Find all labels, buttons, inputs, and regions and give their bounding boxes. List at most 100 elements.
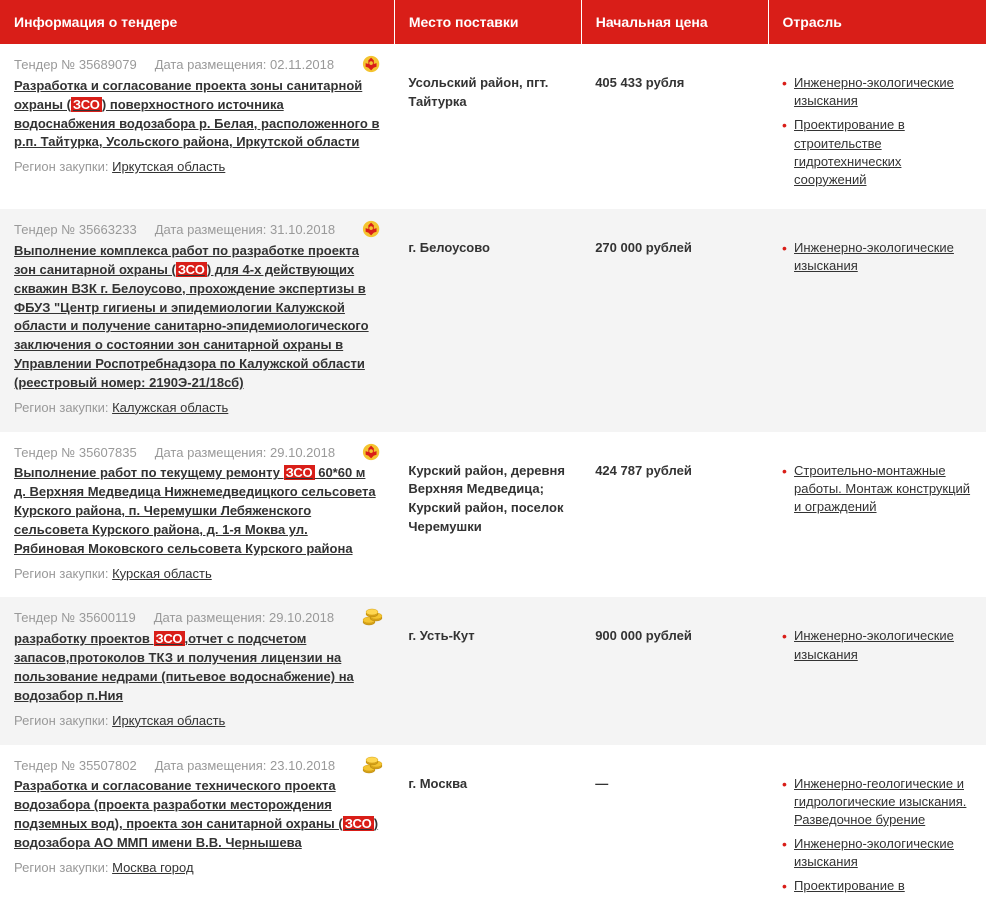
tender-date: Дата размещения: 02.11.2018 <box>155 57 334 72</box>
region-label: Регион закупки: <box>14 860 112 875</box>
start-price: 405 433 рубля <box>595 74 754 93</box>
delivery-place: Усольский район, пгт. Тайтурка <box>408 74 567 112</box>
emblem-icon <box>362 442 382 462</box>
cell-tender-info: Тендер № 35600119 Дата размещения: 29.10.… <box>0 597 394 744</box>
cell-industry: Инженерно-экологические изыскания <box>768 209 986 431</box>
tender-meta: Тендер № 35607835 Дата размещения: 29.10.… <box>14 444 380 463</box>
search-highlight: ЗСО <box>284 465 315 480</box>
region-link[interactable]: Иркутская область <box>112 159 225 174</box>
start-price: 270 000 рублей <box>595 239 754 258</box>
coins-icon <box>362 755 382 775</box>
tender-title-link[interactable]: Разработка и согласование технического п… <box>14 778 378 850</box>
tender-date: Дата размещения: 31.10.2018 <box>155 222 335 237</box>
cell-delivery-place: г. Белоусово <box>394 209 581 431</box>
region-line: Регион закупки: Москва город <box>14 859 380 878</box>
industry-item: Инженерно-экологические изыскания <box>782 74 972 110</box>
region-link[interactable]: Москва город <box>112 860 193 875</box>
title-text-before: Разработка и согласование технического п… <box>14 778 343 831</box>
region-line: Регион закупки: Курская область <box>14 565 380 584</box>
industry-item: Инженерно-геологические и гидрологически… <box>782 775 972 830</box>
industry-link[interactable]: Инженерно-экологические изыскания <box>794 836 954 869</box>
industry-link[interactable]: Проектирование в строительстве гидротехн… <box>794 117 905 187</box>
table-body: Тендер № 35689079 Дата размещения: 02.11.… <box>0 44 986 916</box>
header-info: Информация о тендере <box>0 0 394 44</box>
cell-tender-info: Тендер № 35663233 Дата размещения: 31.10.… <box>0 209 394 431</box>
industry-link[interactable]: Инженерно-экологические изыскания <box>794 628 954 661</box>
industry-link[interactable]: Инженерно-экологические изыскания <box>794 75 954 108</box>
tender-title-link[interactable]: Выполнение работ по текущему ремонту ЗСО… <box>14 465 376 555</box>
start-price: — <box>595 775 754 794</box>
cell-delivery-place: Курский район, деревня Верхняя Медведица… <box>394 432 581 598</box>
region-link[interactable]: Курская область <box>112 566 212 581</box>
cell-industry: Инженерно-экологические изыскания Проекти… <box>768 44 986 209</box>
emblem-icon <box>362 54 382 74</box>
cell-tender-info: Тендер № 35607835 Дата размещения: 29.10.… <box>0 432 394 598</box>
cell-start-price: 270 000 рублей <box>581 209 768 431</box>
cell-industry: Инженерно-экологические изыскания <box>768 597 986 744</box>
cell-start-price: 405 433 рубля <box>581 44 768 209</box>
header-place: Место поставки <box>394 0 581 44</box>
region-line: Регион закупки: Калужская область <box>14 399 380 418</box>
industry-item: Инженерно-экологические изыскания <box>782 239 972 275</box>
industry-list: Инженерно-геологические и гидрологически… <box>782 775 972 896</box>
region-link[interactable]: Калужская область <box>112 400 228 415</box>
region-label: Регион закупки: <box>14 713 112 728</box>
delivery-place: г. Москва <box>408 775 567 794</box>
tender-title-link[interactable]: Разработка и согласование проекта зоны с… <box>14 78 379 150</box>
industry-item: Инженерно-экологические изыскания <box>782 835 972 871</box>
industry-list: Строительно-монтажные работы. Монтаж кон… <box>782 462 972 517</box>
title-text-after: ) для 4-х действующих скважин ВЗК г. Бел… <box>14 262 369 390</box>
tender-title-link[interactable]: разработку проектов ЗСО,отчет с подсчето… <box>14 631 354 703</box>
tender-number: Тендер № 35507802 <box>14 758 137 773</box>
tender-number: Тендер № 35600119 <box>14 610 136 625</box>
emblem-icon <box>362 219 382 239</box>
header-industry: Отрасль <box>768 0 986 44</box>
industry-item: Проектирование в строительстве гидротехн… <box>782 116 972 189</box>
table-row: Тендер № 35689079 Дата размещения: 02.11.… <box>0 44 986 209</box>
cell-start-price: 424 787 рублей <box>581 432 768 598</box>
tender-meta: Тендер № 35600119 Дата размещения: 29.10.… <box>14 609 380 628</box>
tender-date: Дата размещения: 23.10.2018 <box>155 758 335 773</box>
region-label: Регион закупки: <box>14 159 112 174</box>
coins-icon <box>362 607 382 627</box>
industry-item: Строительно-монтажные работы. Монтаж кон… <box>782 462 972 517</box>
cell-tender-info: Тендер № 35689079 Дата размещения: 02.11.… <box>0 44 394 209</box>
cell-delivery-place: Усольский район, пгт. Тайтурка <box>394 44 581 209</box>
industry-link[interactable]: Инженерно-геологические и гидрологически… <box>794 776 966 827</box>
start-price: 424 787 рублей <box>595 462 754 481</box>
industry-link[interactable]: Строительно-монтажные работы. Монтаж кон… <box>794 463 970 514</box>
cell-delivery-place: г. Усть-Кут <box>394 597 581 744</box>
tender-number: Тендер № 35607835 <box>14 445 137 460</box>
industry-link[interactable]: Проектирование в <box>794 878 905 893</box>
tender-meta: Тендер № 35663233 Дата размещения: 31.10.… <box>14 221 380 240</box>
industry-item: Проектирование в <box>782 877 972 895</box>
tender-title-link[interactable]: Выполнение комплекса работ по разработке… <box>14 243 369 390</box>
table-header: Информация о тендере Место поставки Нача… <box>0 0 986 44</box>
tender-date: Дата размещения: 29.10.2018 <box>154 610 334 625</box>
region-label: Регион закупки: <box>14 400 112 415</box>
delivery-place: г. Усть-Кут <box>408 627 567 646</box>
region-link[interactable]: Иркутская область <box>112 713 225 728</box>
industry-list: Инженерно-экологические изыскания <box>782 627 972 663</box>
industry-link[interactable]: Инженерно-экологические изыскания <box>794 240 954 273</box>
delivery-place: г. Белоусово <box>408 239 567 258</box>
table-row: Тендер № 35663233 Дата размещения: 31.10.… <box>0 209 986 431</box>
tender-date: Дата размещения: 29.10.2018 <box>155 445 335 460</box>
region-label: Регион закупки: <box>14 566 112 581</box>
industry-list: Инженерно-экологические изыскания Проекти… <box>782 74 972 189</box>
industry-item: Инженерно-экологические изыскания <box>782 627 972 663</box>
title-text-before: Выполнение работ по текущему ремонту <box>14 465 284 480</box>
search-highlight: ЗСО <box>154 631 185 646</box>
header-price: Начальная цена <box>581 0 768 44</box>
search-highlight: ЗСО <box>343 816 374 831</box>
tender-number: Тендер № 35689079 <box>14 57 137 72</box>
tender-meta: Тендер № 35507802 Дата размещения: 23.10.… <box>14 757 380 776</box>
start-price: 900 000 рублей <box>595 627 754 646</box>
tender-number: Тендер № 35663233 <box>14 222 137 237</box>
region-line: Регион закупки: Иркутская область <box>14 158 380 177</box>
cell-start-price: 900 000 рублей <box>581 597 768 744</box>
table-row: Тендер № 35600119 Дата размещения: 29.10.… <box>0 597 986 744</box>
search-highlight: ЗСО <box>176 262 207 277</box>
table-row: Тендер № 35607835 Дата размещения: 29.10.… <box>0 432 986 598</box>
tender-meta: Тендер № 35689079 Дата размещения: 02.11.… <box>14 56 380 75</box>
